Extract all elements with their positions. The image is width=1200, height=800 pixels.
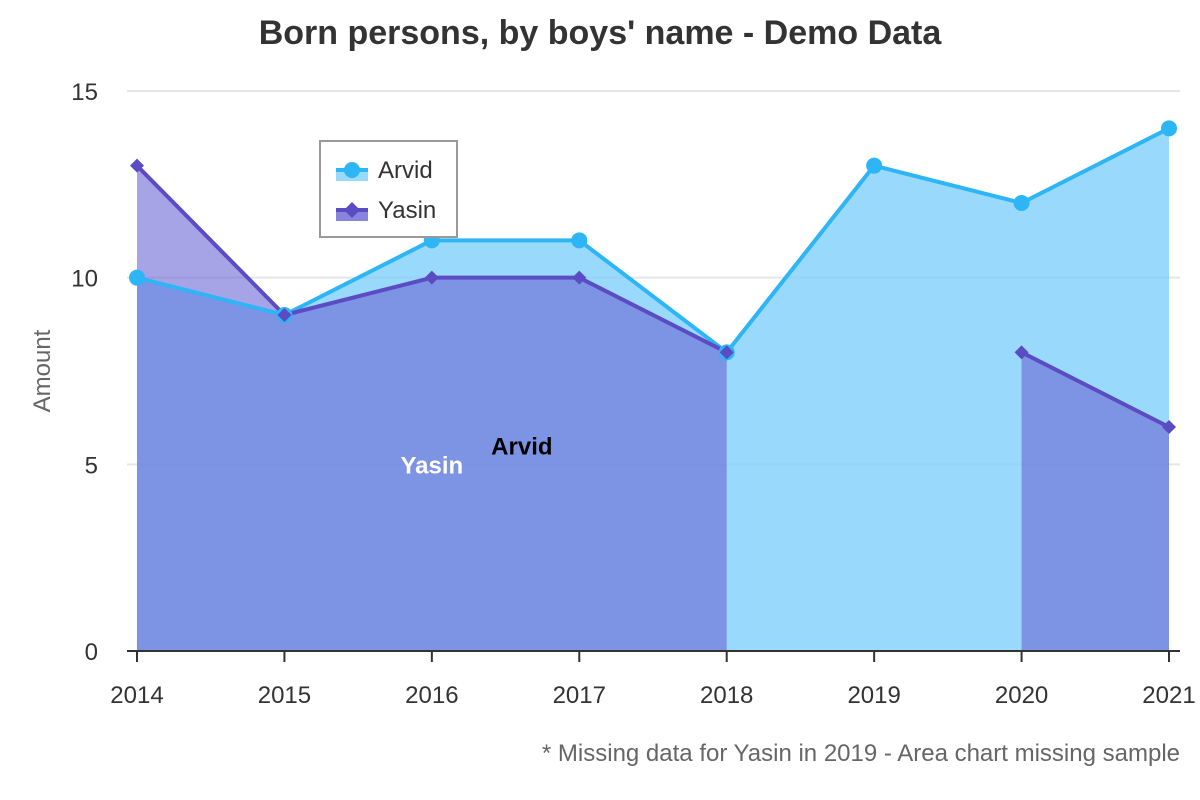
- yasin-area: [1021, 352, 1169, 651]
- arvid-point: [1161, 120, 1177, 137]
- arvid-line: [136, 126, 1170, 355]
- legend-marker-arvid: [344, 162, 360, 178]
- yasin-point: [719, 345, 734, 360]
- area-label-yasin: Yasin: [400, 452, 463, 479]
- arvid-point: [129, 269, 145, 286]
- yasin-point: [1014, 345, 1029, 360]
- legend[interactable]: Arvid Yasin: [319, 140, 458, 238]
- arvid-point: [866, 157, 883, 174]
- yasin-point: [130, 158, 144, 173]
- axes: 0 5 10 15 2014 2015 2016 2017 2018 2019 2020 2021: [71, 79, 1195, 709]
- x-tick-label: 2019: [847, 682, 900, 709]
- chart-title: Born persons, by boys' name - Demo Data: [258, 14, 942, 52]
- legend-marker-yasin: [344, 202, 360, 218]
- x-tick-label: 2021: [1142, 682, 1195, 709]
- legend-label-arvid: Arvid: [378, 157, 433, 184]
- yasin-point: [1162, 420, 1176, 434]
- arvid-point: [571, 232, 588, 249]
- area-label-arvid: Arvid: [491, 434, 552, 461]
- yasin-point: [572, 270, 587, 285]
- legend-item-yasin[interactable]: Yasin: [336, 197, 436, 224]
- yasin-area: [137, 165, 727, 651]
- y-tick-label: 10: [71, 266, 98, 293]
- x-tick-label: 2014: [110, 682, 163, 709]
- x-tick-label: 2015: [258, 682, 311, 709]
- x-tick-label: 2018: [700, 682, 753, 709]
- x-tick-label: 2016: [405, 682, 458, 709]
- arvid-point: [1013, 195, 1030, 211]
- yasin-line: [1020, 350, 1170, 429]
- x-tick-label: 2017: [553, 682, 606, 709]
- legend-label-yasin: Yasin: [378, 197, 436, 224]
- y-tick-label: 15: [71, 79, 98, 106]
- yasin-point: [277, 308, 292, 322]
- legend-item-arvid[interactable]: Arvid: [336, 157, 433, 184]
- area-labels: Yasin Arvid: [400, 434, 552, 480]
- x-tick-label: 2020: [995, 682, 1048, 709]
- y-axis-title: Amount: [29, 329, 56, 412]
- y-tick-label: 0: [85, 639, 98, 666]
- yasin-point: [424, 270, 439, 285]
- chart-caption: * Missing data for Yasin in 2019 - Area …: [541, 740, 1180, 767]
- series-areas: [137, 128, 1169, 652]
- y-tick-label: 5: [85, 452, 98, 479]
